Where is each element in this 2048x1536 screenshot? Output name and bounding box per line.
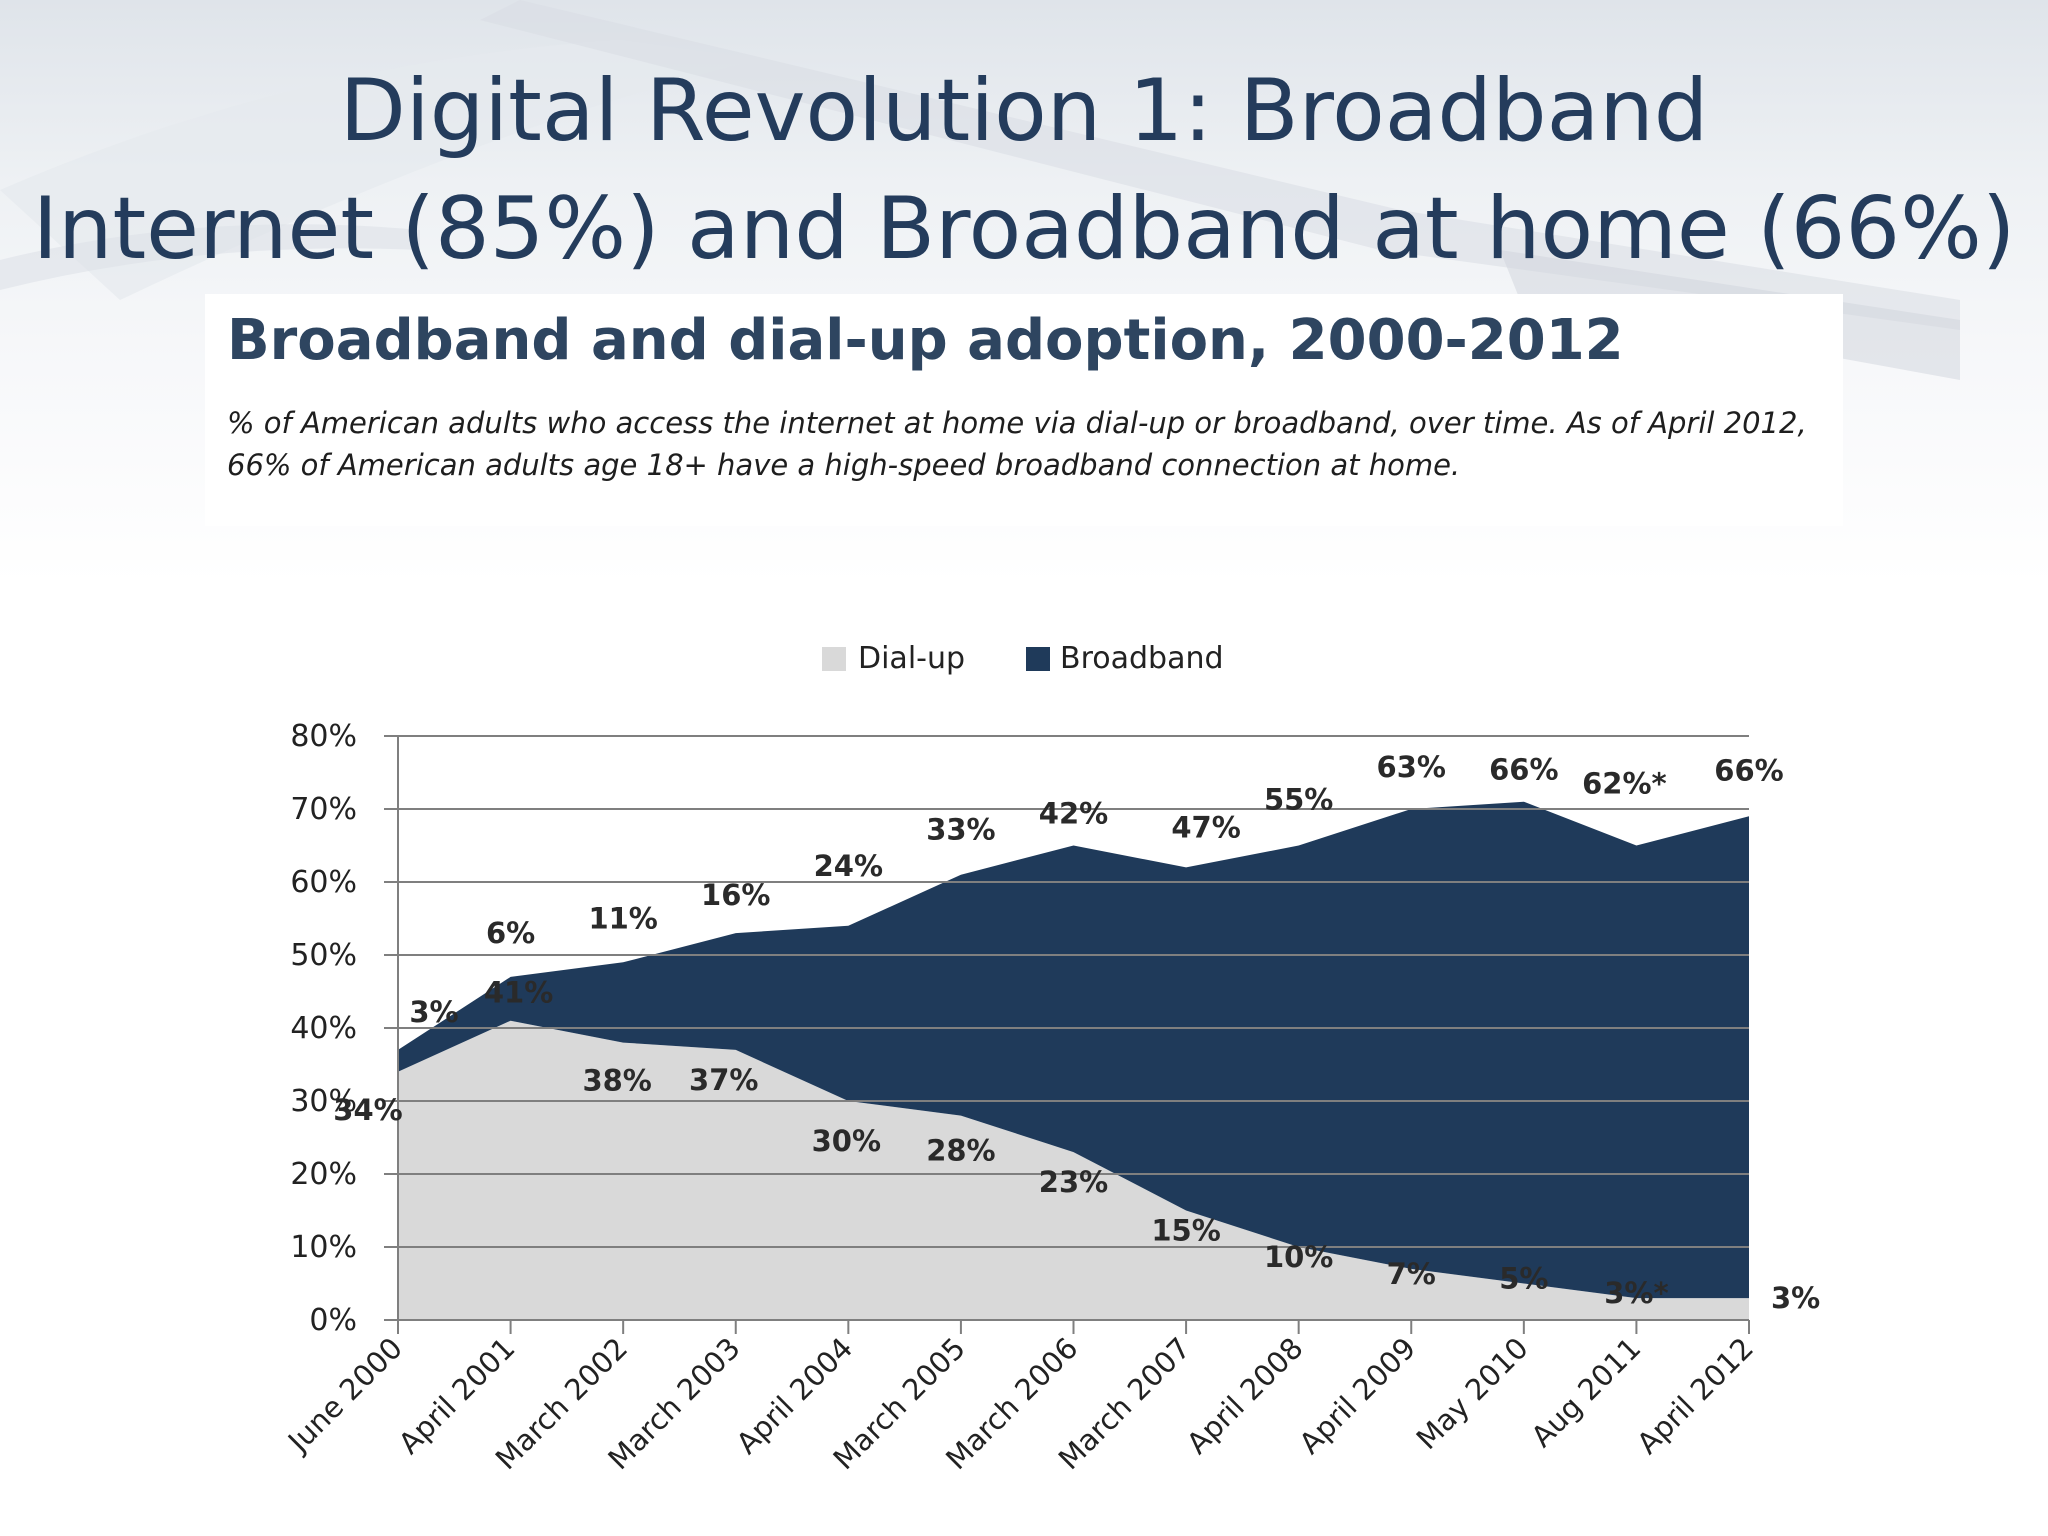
broadband-value-label: 63% bbox=[1377, 750, 1446, 784]
area-chart: Dial-up Broadband 0% 10% 20% 30% 40% 50% 60% 70… bbox=[280, 641, 1820, 1476]
y-tick-label: 80% bbox=[290, 719, 357, 754]
dialup-area bbox=[398, 1020, 1749, 1320]
y-tick-label: 30% bbox=[290, 1084, 357, 1119]
slide-title-line2: Internet (85%) and Broadband at home (66… bbox=[32, 179, 2016, 279]
x-tick-label: April 2012 bbox=[1630, 1331, 1760, 1461]
chart-subtitle: % of American adults who access the inte… bbox=[227, 406, 1807, 482]
chart-title: Broadband and dial-up adoption, 2000-201… bbox=[227, 308, 1624, 373]
y-tick-label: 20% bbox=[290, 1157, 357, 1192]
gridlines bbox=[384, 735, 1749, 1321]
y-tick-label: 10% bbox=[290, 1230, 357, 1265]
legend-swatch-broadband bbox=[1026, 647, 1050, 671]
slide-title-line1: Digital Revolution 1: Broadband bbox=[339, 61, 1709, 161]
broadband-value-label: 33% bbox=[926, 813, 995, 847]
legend-swatch-dialup bbox=[822, 647, 846, 671]
x-tick-label: May 2010 bbox=[1410, 1331, 1535, 1456]
broadband-value-label: 66% bbox=[1714, 753, 1783, 787]
dialup-value-label: 10% bbox=[1264, 1240, 1333, 1274]
dialup-value-label: 3%* bbox=[1604, 1276, 1668, 1310]
y-axis: 0% 10% 20% 30% 40% 50% 60% 70% 80% bbox=[290, 719, 357, 1338]
broadband-value-label: 47% bbox=[1171, 810, 1240, 844]
dialup-value-label: 38% bbox=[582, 1064, 651, 1098]
dialup-value-label: 7% bbox=[1387, 1257, 1436, 1291]
legend: Dial-up Broadband bbox=[822, 641, 1224, 676]
dialup-value-label: 5% bbox=[1499, 1262, 1548, 1296]
dialup-value-label: 37% bbox=[689, 1063, 758, 1097]
dialup-value-label: 28% bbox=[926, 1134, 995, 1168]
dialup-value-label: 3% bbox=[1771, 1281, 1820, 1315]
dialup-value-label: 34% bbox=[333, 1093, 402, 1127]
dialup-value-label: 23% bbox=[1039, 1165, 1108, 1199]
slide-title: Digital Revolution 1: Broadband Internet… bbox=[0, 52, 2048, 288]
x-tick-label: June 2000 bbox=[280, 1331, 409, 1460]
broadband-value-label: 66% bbox=[1489, 753, 1558, 787]
chart-header-panel: Broadband and dial-up adoption, 2000-201… bbox=[205, 294, 1843, 526]
broadband-value-label: 11% bbox=[588, 901, 657, 935]
broadband-value-label: 42% bbox=[1039, 797, 1108, 831]
dialup-value-label: 15% bbox=[1151, 1214, 1220, 1248]
legend-label-broadband: Broadband bbox=[1060, 641, 1224, 676]
dialup-value-label: 41% bbox=[484, 976, 553, 1010]
broadband-value-label: 6% bbox=[486, 916, 535, 950]
broadband-value-label: 16% bbox=[701, 878, 770, 912]
x-tick-label: Aug 2011 bbox=[1525, 1331, 1648, 1454]
y-tick-label: 0% bbox=[309, 1303, 357, 1338]
broadband-value-label: 24% bbox=[814, 849, 883, 883]
broadband-value-label: 3% bbox=[409, 995, 458, 1029]
y-tick-label: 60% bbox=[290, 865, 357, 900]
dialup-value-label: 30% bbox=[812, 1124, 881, 1158]
legend-label-dialup: Dial-up bbox=[858, 641, 965, 676]
plot-areas bbox=[398, 801, 1749, 1320]
y-tick-label: 40% bbox=[290, 1011, 357, 1046]
y-tick-label: 70% bbox=[290, 792, 357, 827]
broadband-value-label: 55% bbox=[1264, 783, 1333, 817]
data-labels: 34% 41% 38% 37% 30% 28% 23% 15% 10% 7% 5% 3%* 3% 3% 6%… bbox=[333, 750, 1820, 1315]
x-tick-label: April 2009 bbox=[1293, 1331, 1423, 1461]
x-tick-label: April 2008 bbox=[1180, 1331, 1310, 1461]
y-tick-label: 50% bbox=[290, 938, 357, 973]
broadband-value-label: 62%* bbox=[1582, 767, 1667, 801]
